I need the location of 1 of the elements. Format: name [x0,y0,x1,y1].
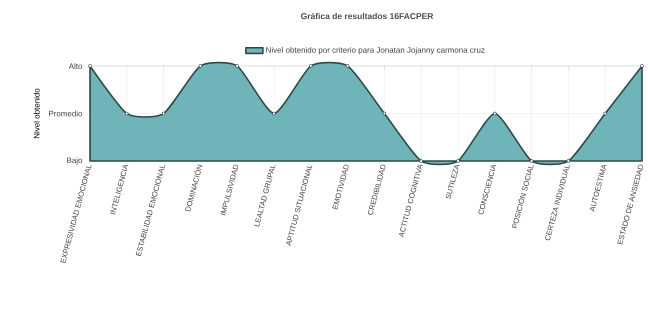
chart-title: Gráfica de resultados 16FACPER [300,12,434,20]
